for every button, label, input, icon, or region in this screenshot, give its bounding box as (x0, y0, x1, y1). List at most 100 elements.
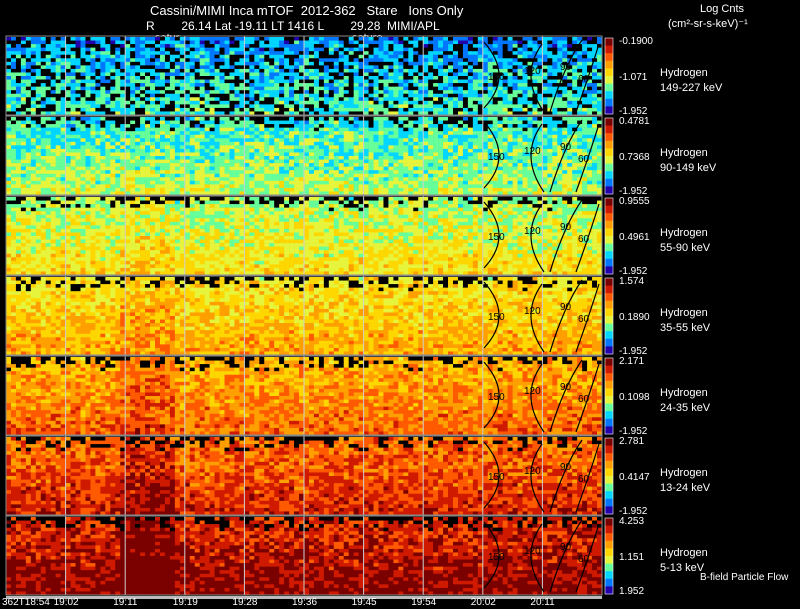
heat-cell (189, 141, 196, 146)
heat-cell (438, 58, 444, 63)
heat-cell (477, 156, 484, 160)
heat-cell (448, 97, 454, 102)
heat-cell (105, 159, 111, 164)
heat-cell (472, 141, 479, 146)
heat-cell (582, 65, 588, 70)
heat-cell (552, 72, 558, 77)
heat-cell (512, 61, 518, 66)
heat-cell (214, 68, 220, 73)
heat-cell (105, 97, 111, 102)
heat-cell (249, 124, 255, 128)
heat-cell (50, 72, 56, 77)
heat-cell (318, 83, 325, 87)
heat-cell (323, 83, 330, 87)
heat-cell (299, 65, 305, 70)
heat-cell (30, 47, 37, 52)
heat-cell (522, 86, 528, 91)
heat-cell (577, 51, 583, 56)
heat-cell (135, 184, 141, 189)
heat-cell (522, 83, 528, 87)
heat-cell (308, 68, 315, 73)
heat-cell (120, 100, 126, 105)
heat-cell (45, 138, 51, 143)
heat-cell (80, 93, 86, 98)
heat-cell (60, 90, 66, 95)
heat-cell (145, 148, 151, 153)
heat-cell (353, 173, 359, 178)
heat-cell (562, 83, 568, 87)
heat-cell (477, 76, 484, 80)
heat-cell (65, 166, 71, 171)
heat-cell (274, 141, 280, 146)
heat-cell (373, 37, 379, 41)
heat-cell (492, 51, 498, 56)
heat-cell (219, 134, 225, 139)
heat-cell (70, 117, 76, 121)
heat-cell (368, 65, 374, 70)
heat-cell (249, 65, 255, 70)
heat-cell (299, 104, 305, 109)
heat-cell (45, 97, 51, 102)
heat-cell (20, 104, 27, 109)
heat-cell (492, 47, 498, 52)
heat-cell (448, 138, 454, 143)
heat-cell (169, 177, 176, 182)
heat-cell (582, 76, 588, 80)
heat-cell (234, 68, 240, 73)
heat-cell (462, 127, 469, 132)
heat-cell (413, 170, 419, 175)
heat-cell (393, 180, 399, 185)
heat-cell (6, 47, 12, 52)
heat-cell (90, 120, 96, 125)
heat-cell (199, 180, 205, 185)
heat-cell (219, 145, 225, 150)
heat-cell (577, 79, 583, 84)
heat-cell (323, 120, 330, 125)
heat-cell (239, 93, 245, 98)
heat-cell (159, 61, 166, 66)
heat-cell (10, 100, 17, 105)
heat-cell (403, 107, 409, 112)
heat-cell (169, 97, 176, 102)
heat-cell (179, 156, 186, 160)
heat-cell (264, 97, 270, 102)
heat-cell (289, 120, 295, 125)
heat-cell (502, 97, 508, 102)
heat-cell (65, 156, 71, 160)
heat-cell (199, 170, 205, 175)
heat-cell (244, 134, 250, 139)
heat-cell (418, 120, 424, 125)
heat-cell (423, 173, 429, 178)
heat-cell (333, 37, 340, 41)
heat-cell (254, 134, 260, 139)
heat-cell (507, 173, 513, 178)
heat-cell (274, 163, 280, 167)
heat-cell (159, 72, 166, 77)
heat-cell (532, 51, 538, 56)
heat-cell (264, 86, 270, 91)
heat-cell (224, 173, 230, 178)
heat-cell (557, 54, 563, 59)
heat-cell (378, 47, 384, 52)
heat-cell (289, 131, 295, 136)
heat-cell (438, 65, 444, 70)
heat-cell (428, 93, 434, 98)
heat-cell (249, 163, 255, 167)
heat-cell (10, 117, 17, 121)
heat-cell (80, 187, 86, 192)
heat-cell (348, 184, 354, 189)
heat-cell (145, 173, 151, 178)
heat-cell (194, 138, 200, 143)
heat-cell (403, 117, 409, 121)
heat-cell (244, 51, 250, 56)
heat-cell (383, 111, 389, 116)
heat-cell (169, 83, 176, 87)
heat-cell (274, 124, 280, 128)
heat-cell (145, 107, 151, 112)
heat-cell (289, 47, 295, 52)
heat-cell (388, 141, 394, 146)
heat-cell (582, 54, 588, 59)
heat-cell (517, 127, 523, 132)
heat-cell (145, 104, 151, 109)
heat-cell (338, 145, 345, 150)
